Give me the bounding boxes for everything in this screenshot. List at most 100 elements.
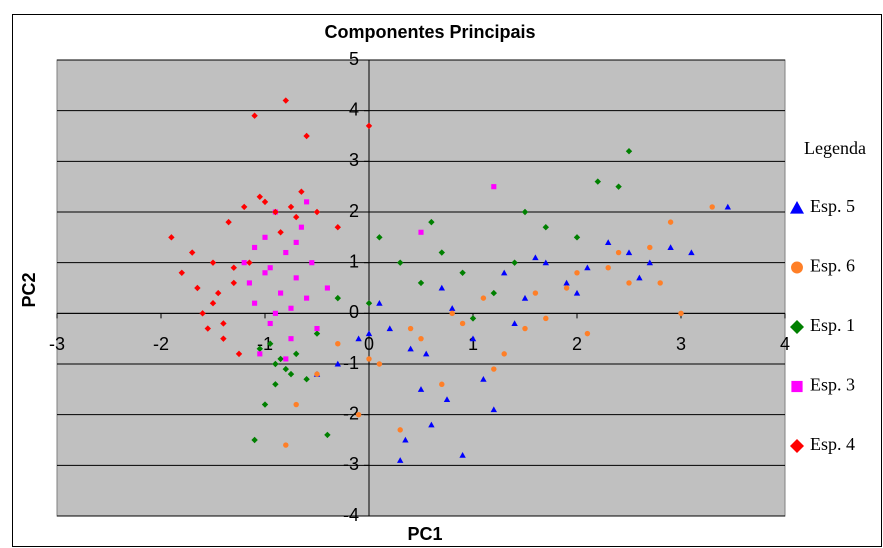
point [366, 356, 372, 362]
point [204, 325, 211, 332]
point [262, 234, 268, 240]
point [283, 442, 289, 448]
point [334, 360, 341, 367]
point [573, 234, 581, 241]
point [469, 335, 477, 342]
x-tick-label: 2 [572, 334, 582, 354]
y-tick-label: 1 [349, 251, 359, 271]
point [178, 269, 185, 276]
point [459, 452, 466, 458]
legend-marker [790, 439, 804, 453]
point [724, 203, 731, 210]
point [314, 371, 320, 377]
point [267, 320, 273, 327]
point [220, 335, 227, 342]
point [532, 290, 539, 296]
point [667, 219, 674, 225]
point [428, 218, 435, 226]
point [459, 269, 466, 276]
point [230, 279, 237, 287]
point [417, 279, 425, 287]
legend-label: Esp. 5 [810, 196, 855, 216]
point [252, 300, 258, 306]
point [625, 148, 633, 155]
point [272, 381, 279, 388]
point [230, 264, 237, 271]
point [287, 203, 295, 211]
y-tick-label: 3 [349, 150, 359, 170]
legend-label: Esp. 6 [810, 256, 855, 276]
point [605, 239, 612, 245]
point [365, 122, 373, 130]
point [491, 366, 497, 372]
point [283, 249, 289, 256]
point [657, 280, 663, 286]
point [272, 310, 278, 316]
point [293, 350, 300, 358]
point [256, 193, 263, 200]
point [542, 224, 549, 231]
point [287, 370, 295, 378]
point [542, 259, 549, 266]
point [298, 224, 304, 230]
point [334, 224, 341, 231]
point [365, 300, 373, 307]
point [626, 280, 632, 286]
point [376, 234, 383, 241]
point [480, 376, 487, 382]
point [293, 239, 299, 245]
point [304, 199, 310, 205]
point [288, 305, 294, 311]
point [490, 289, 497, 297]
point [636, 274, 643, 281]
point [209, 300, 217, 307]
point [303, 132, 310, 140]
x-axis-title: PC1 [407, 524, 442, 544]
point [376, 300, 383, 306]
y-tick-label: -4 [343, 505, 359, 525]
point [251, 112, 258, 119]
point [355, 335, 362, 342]
point [235, 350, 243, 358]
point [615, 183, 622, 190]
point [246, 259, 253, 266]
point [313, 208, 321, 216]
point [168, 234, 175, 241]
point [678, 310, 684, 317]
x-tick-label: 1 [468, 334, 478, 354]
plot-area [56, 59, 786, 517]
point [709, 204, 715, 210]
point [573, 289, 581, 296]
point [376, 361, 383, 367]
point [298, 188, 305, 195]
legend-marker [791, 261, 803, 274]
point [261, 401, 269, 408]
point [324, 285, 330, 291]
point [365, 330, 373, 337]
point [397, 427, 403, 433]
point [256, 345, 263, 352]
point [418, 229, 424, 235]
point [252, 244, 258, 251]
point [267, 340, 274, 347]
point [304, 295, 310, 301]
point [438, 284, 445, 291]
point [246, 280, 252, 286]
legend-marker [791, 380, 803, 393]
point [288, 336, 294, 342]
point [397, 457, 404, 463]
point [532, 254, 539, 261]
point [667, 244, 674, 251]
point [511, 320, 518, 327]
point [443, 396, 451, 403]
point [324, 431, 331, 439]
point [490, 406, 497, 413]
point [262, 270, 268, 276]
point [309, 260, 315, 266]
point [438, 249, 445, 256]
point [407, 345, 414, 352]
legend-label: Esp. 3 [810, 375, 855, 395]
point [293, 275, 299, 281]
point [688, 249, 695, 256]
